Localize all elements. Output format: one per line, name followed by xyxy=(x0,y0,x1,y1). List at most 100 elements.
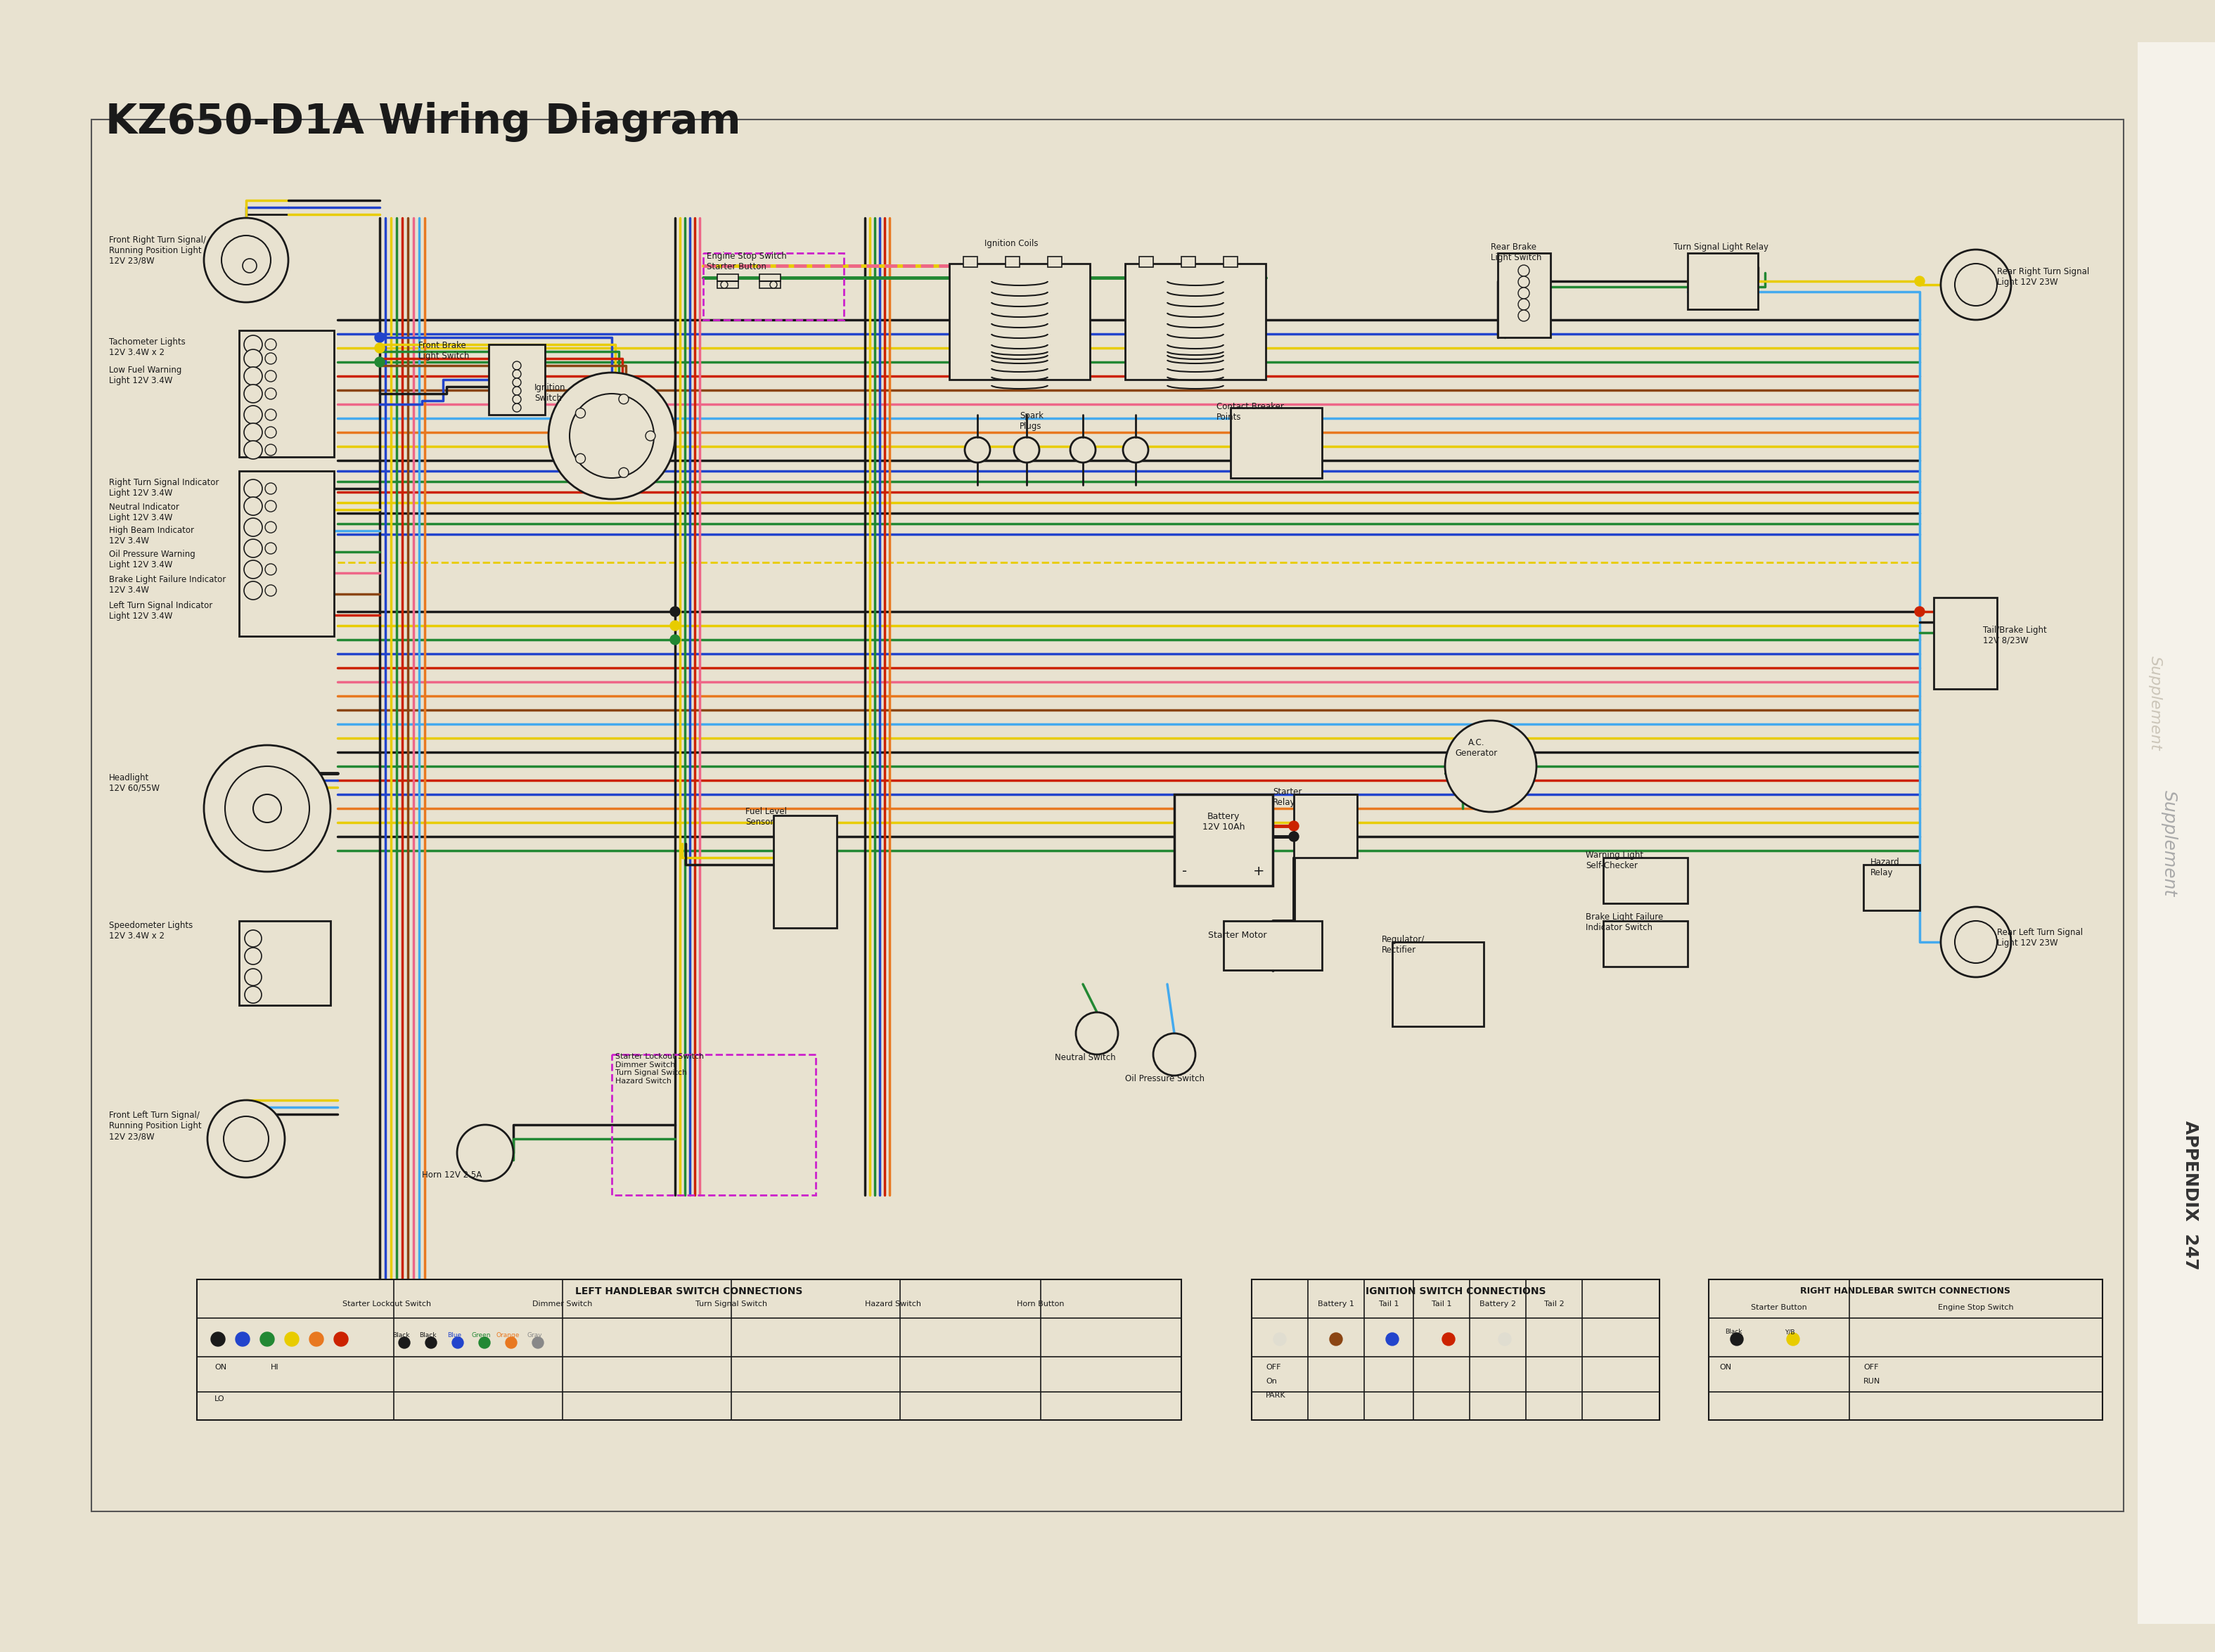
Circle shape xyxy=(569,393,653,477)
Circle shape xyxy=(374,344,385,354)
Circle shape xyxy=(1517,264,1528,276)
Bar xyxy=(1688,253,1759,309)
Circle shape xyxy=(1517,299,1528,311)
Circle shape xyxy=(1076,1013,1119,1054)
Circle shape xyxy=(1274,1333,1287,1345)
Text: Ignition Coils: Ignition Coils xyxy=(983,240,1039,248)
Text: Starter
Relay: Starter Relay xyxy=(1274,788,1302,808)
Text: Ignition
Switch: Ignition Switch xyxy=(534,383,565,403)
Circle shape xyxy=(244,349,261,368)
Bar xyxy=(950,264,1090,380)
Bar xyxy=(773,816,837,928)
Text: Battery 2: Battery 2 xyxy=(1480,1300,1515,1307)
Text: Hazard
Relay: Hazard Relay xyxy=(1869,857,1900,877)
Text: Turn Signal Light Relay: Turn Signal Light Relay xyxy=(1675,243,1768,251)
Text: Orange: Orange xyxy=(496,1332,521,1338)
Text: Engine Stop Switch: Engine Stop Switch xyxy=(1938,1303,2013,1312)
Text: Y/B: Y/B xyxy=(1785,1328,1794,1335)
Circle shape xyxy=(259,1332,275,1346)
Circle shape xyxy=(244,367,261,385)
Circle shape xyxy=(1289,831,1298,841)
Circle shape xyxy=(266,388,277,400)
Text: Front Left Turn Signal/
Running Position Light
12V 23/8W: Front Left Turn Signal/ Running Position… xyxy=(109,1110,202,1142)
Text: Speedometer Lights
12V 3.4W x 2: Speedometer Lights 12V 3.4W x 2 xyxy=(109,920,193,940)
Circle shape xyxy=(224,1117,268,1161)
Text: Blue: Blue xyxy=(447,1332,461,1338)
Circle shape xyxy=(1154,1034,1196,1075)
Circle shape xyxy=(1730,1333,1743,1345)
Circle shape xyxy=(244,423,261,441)
Bar xyxy=(718,274,738,287)
Circle shape xyxy=(244,441,261,459)
Circle shape xyxy=(266,522,277,534)
Circle shape xyxy=(334,1332,348,1346)
Bar xyxy=(1139,256,1154,268)
Circle shape xyxy=(1956,264,1998,306)
Text: Horn 12V 2.5A: Horn 12V 2.5A xyxy=(421,1171,483,1180)
Text: APPENDIX  247: APPENDIX 247 xyxy=(2182,1120,2199,1270)
Circle shape xyxy=(505,1336,516,1348)
Circle shape xyxy=(310,1332,323,1346)
Circle shape xyxy=(1387,1333,1398,1345)
Text: Warning Light
Self-Checker: Warning Light Self-Checker xyxy=(1586,851,1644,871)
Bar xyxy=(1708,1279,2102,1421)
Text: RUN: RUN xyxy=(1863,1378,1881,1384)
Circle shape xyxy=(1014,438,1039,463)
Text: Rear Left Turn Signal
Light 12V 23W: Rear Left Turn Signal Light 12V 23W xyxy=(1998,928,2082,948)
Circle shape xyxy=(266,585,277,596)
Text: Left Turn Signal Indicator
Light 12V 3.4W: Left Turn Signal Indicator Light 12V 3.4… xyxy=(109,601,213,621)
Bar xyxy=(1181,256,1196,268)
Text: Front Right Turn Signal/
Running Position Light
12V 23/8W: Front Right Turn Signal/ Running Positio… xyxy=(109,236,206,266)
Circle shape xyxy=(576,454,585,464)
Text: Starter Lockout Switch
Dimmer Switch
Turn Signal Switch
Hazard Switch: Starter Lockout Switch Dimmer Switch Tur… xyxy=(616,1052,704,1085)
Circle shape xyxy=(1517,311,1528,320)
Bar xyxy=(239,920,330,1006)
Text: Rear Right Turn Signal
Light 12V 23W: Rear Right Turn Signal Light 12V 23W xyxy=(1998,268,2089,287)
Text: Battery 1: Battery 1 xyxy=(1318,1300,1353,1307)
Text: Starter Button: Starter Button xyxy=(1752,1303,1807,1312)
Text: ON: ON xyxy=(215,1365,226,1371)
Text: Tachometer Lights
12V 3.4W x 2: Tachometer Lights 12V 3.4W x 2 xyxy=(109,337,186,357)
Circle shape xyxy=(512,370,521,378)
Bar xyxy=(611,1054,815,1194)
Circle shape xyxy=(204,218,288,302)
Text: Oil Pressure Warning
Light 12V 3.4W: Oil Pressure Warning Light 12V 3.4W xyxy=(109,550,195,570)
Bar xyxy=(1048,256,1061,268)
Bar xyxy=(1223,256,1238,268)
Text: Supplement: Supplement xyxy=(2149,656,2162,750)
Circle shape xyxy=(244,560,261,578)
Text: Fuel Level
Sensor: Fuel Level Sensor xyxy=(746,808,786,826)
Bar xyxy=(1174,795,1274,885)
Text: Rear Brake
Light Switch: Rear Brake Light Switch xyxy=(1491,243,1542,263)
Circle shape xyxy=(1940,249,2011,320)
Circle shape xyxy=(1517,287,1528,299)
Circle shape xyxy=(1500,1333,1511,1345)
Circle shape xyxy=(512,403,521,411)
Circle shape xyxy=(512,362,521,370)
Circle shape xyxy=(966,438,990,463)
Circle shape xyxy=(235,1332,250,1346)
Bar xyxy=(1497,253,1551,337)
Text: Oil Pressure Switch: Oil Pressure Switch xyxy=(1125,1074,1205,1084)
Circle shape xyxy=(720,281,729,287)
Circle shape xyxy=(266,444,277,456)
Circle shape xyxy=(266,563,277,575)
Text: Supplement: Supplement xyxy=(2162,790,2177,897)
Text: Tail/Brake Light
12V 8/23W: Tail/Brake Light 12V 8/23W xyxy=(1982,626,2047,646)
Circle shape xyxy=(244,948,261,965)
Circle shape xyxy=(452,1336,463,1348)
Circle shape xyxy=(266,339,277,350)
Circle shape xyxy=(671,621,680,631)
Text: Starter Motor: Starter Motor xyxy=(1207,930,1267,940)
Text: RIGHT HANDLEBAR SWITCH CONNECTIONS: RIGHT HANDLEBAR SWITCH CONNECTIONS xyxy=(1801,1287,2011,1295)
Circle shape xyxy=(266,501,277,512)
Bar xyxy=(702,253,844,320)
Circle shape xyxy=(244,930,261,947)
Bar xyxy=(1393,942,1484,1026)
Circle shape xyxy=(374,332,385,342)
Text: Contact Breaker
Points: Contact Breaker Points xyxy=(1216,401,1285,421)
Text: PARK: PARK xyxy=(1265,1393,1287,1399)
Circle shape xyxy=(244,406,261,425)
Text: Black: Black xyxy=(392,1332,410,1338)
Text: On: On xyxy=(1265,1378,1276,1384)
